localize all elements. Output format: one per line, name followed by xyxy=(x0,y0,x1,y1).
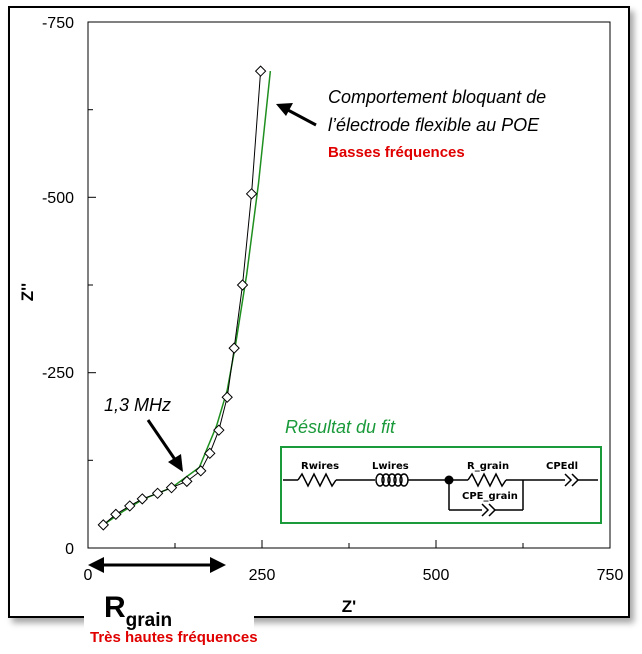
y-tick-label: -750 xyxy=(42,15,74,32)
data-point xyxy=(254,65,267,77)
behavior-text-line2: l’électrode flexible au POE xyxy=(328,115,540,135)
r-grain-label-bg xyxy=(84,590,254,646)
x-tick-label: 500 xyxy=(423,567,450,584)
data-point xyxy=(195,465,207,477)
rwires-resistor xyxy=(297,472,337,488)
equivalent-circuit: Rwires Lwires R_grain CPEdl CPE_grain xyxy=(280,446,602,524)
x-tick-label: 0 xyxy=(84,567,93,584)
data-point xyxy=(165,481,178,494)
data-point xyxy=(245,188,258,200)
rwires-label: Rwires xyxy=(301,461,339,472)
data-point xyxy=(204,447,216,460)
lwires-label: Lwires xyxy=(372,461,409,472)
data-point xyxy=(221,391,233,403)
data-point xyxy=(124,500,136,512)
r-grain-span-arrow xyxy=(88,557,226,573)
fit-line xyxy=(102,71,272,526)
behavior-arrow xyxy=(276,103,317,127)
frequency-label: 1,3 MHz xyxy=(104,395,171,415)
y-tick-label: 0 xyxy=(65,541,74,558)
fit-line-layer xyxy=(102,71,272,526)
behavior-text-line1: Comportement bloquant de xyxy=(328,87,546,107)
data-point xyxy=(110,508,122,521)
cpe-dl-element xyxy=(564,473,573,487)
cpe-grain-element xyxy=(481,503,490,517)
data-point xyxy=(213,424,225,436)
x-tick-label: 750 xyxy=(597,567,624,584)
low-frequency-label: Basses fréquences xyxy=(328,144,465,161)
data-point xyxy=(136,493,148,505)
data-point xyxy=(151,487,164,500)
cpe-grain-label: CPE_grain xyxy=(462,491,518,502)
y-axis: -750 -500 -250 0 xyxy=(42,15,96,558)
cpe-dl-label: CPEdl xyxy=(546,461,578,472)
y-tick-label: -250 xyxy=(42,365,74,382)
data-series-layer xyxy=(97,65,267,531)
y-tick-label: -500 xyxy=(42,190,74,207)
r-grain-label: R_grain xyxy=(467,461,509,472)
r-grain-resistor xyxy=(467,472,507,488)
r-grain-label: Rgrain xyxy=(104,591,172,631)
x-axis-label: Z' xyxy=(342,597,356,616)
fit-result-title: Résultat du fit xyxy=(285,417,396,437)
data-point xyxy=(236,279,249,291)
x-tick-label: 250 xyxy=(249,567,276,584)
data-point xyxy=(97,519,110,531)
data-point xyxy=(228,342,240,354)
high-frequency-label: Très hautes fréquences xyxy=(90,629,258,646)
fit-box xyxy=(280,446,602,524)
x-axis: 0 250 500 750 xyxy=(84,540,624,584)
data-point xyxy=(181,475,193,488)
data-line xyxy=(102,71,262,526)
frequency-arrow xyxy=(146,419,183,472)
y-axis-label: Z'' xyxy=(18,283,37,301)
